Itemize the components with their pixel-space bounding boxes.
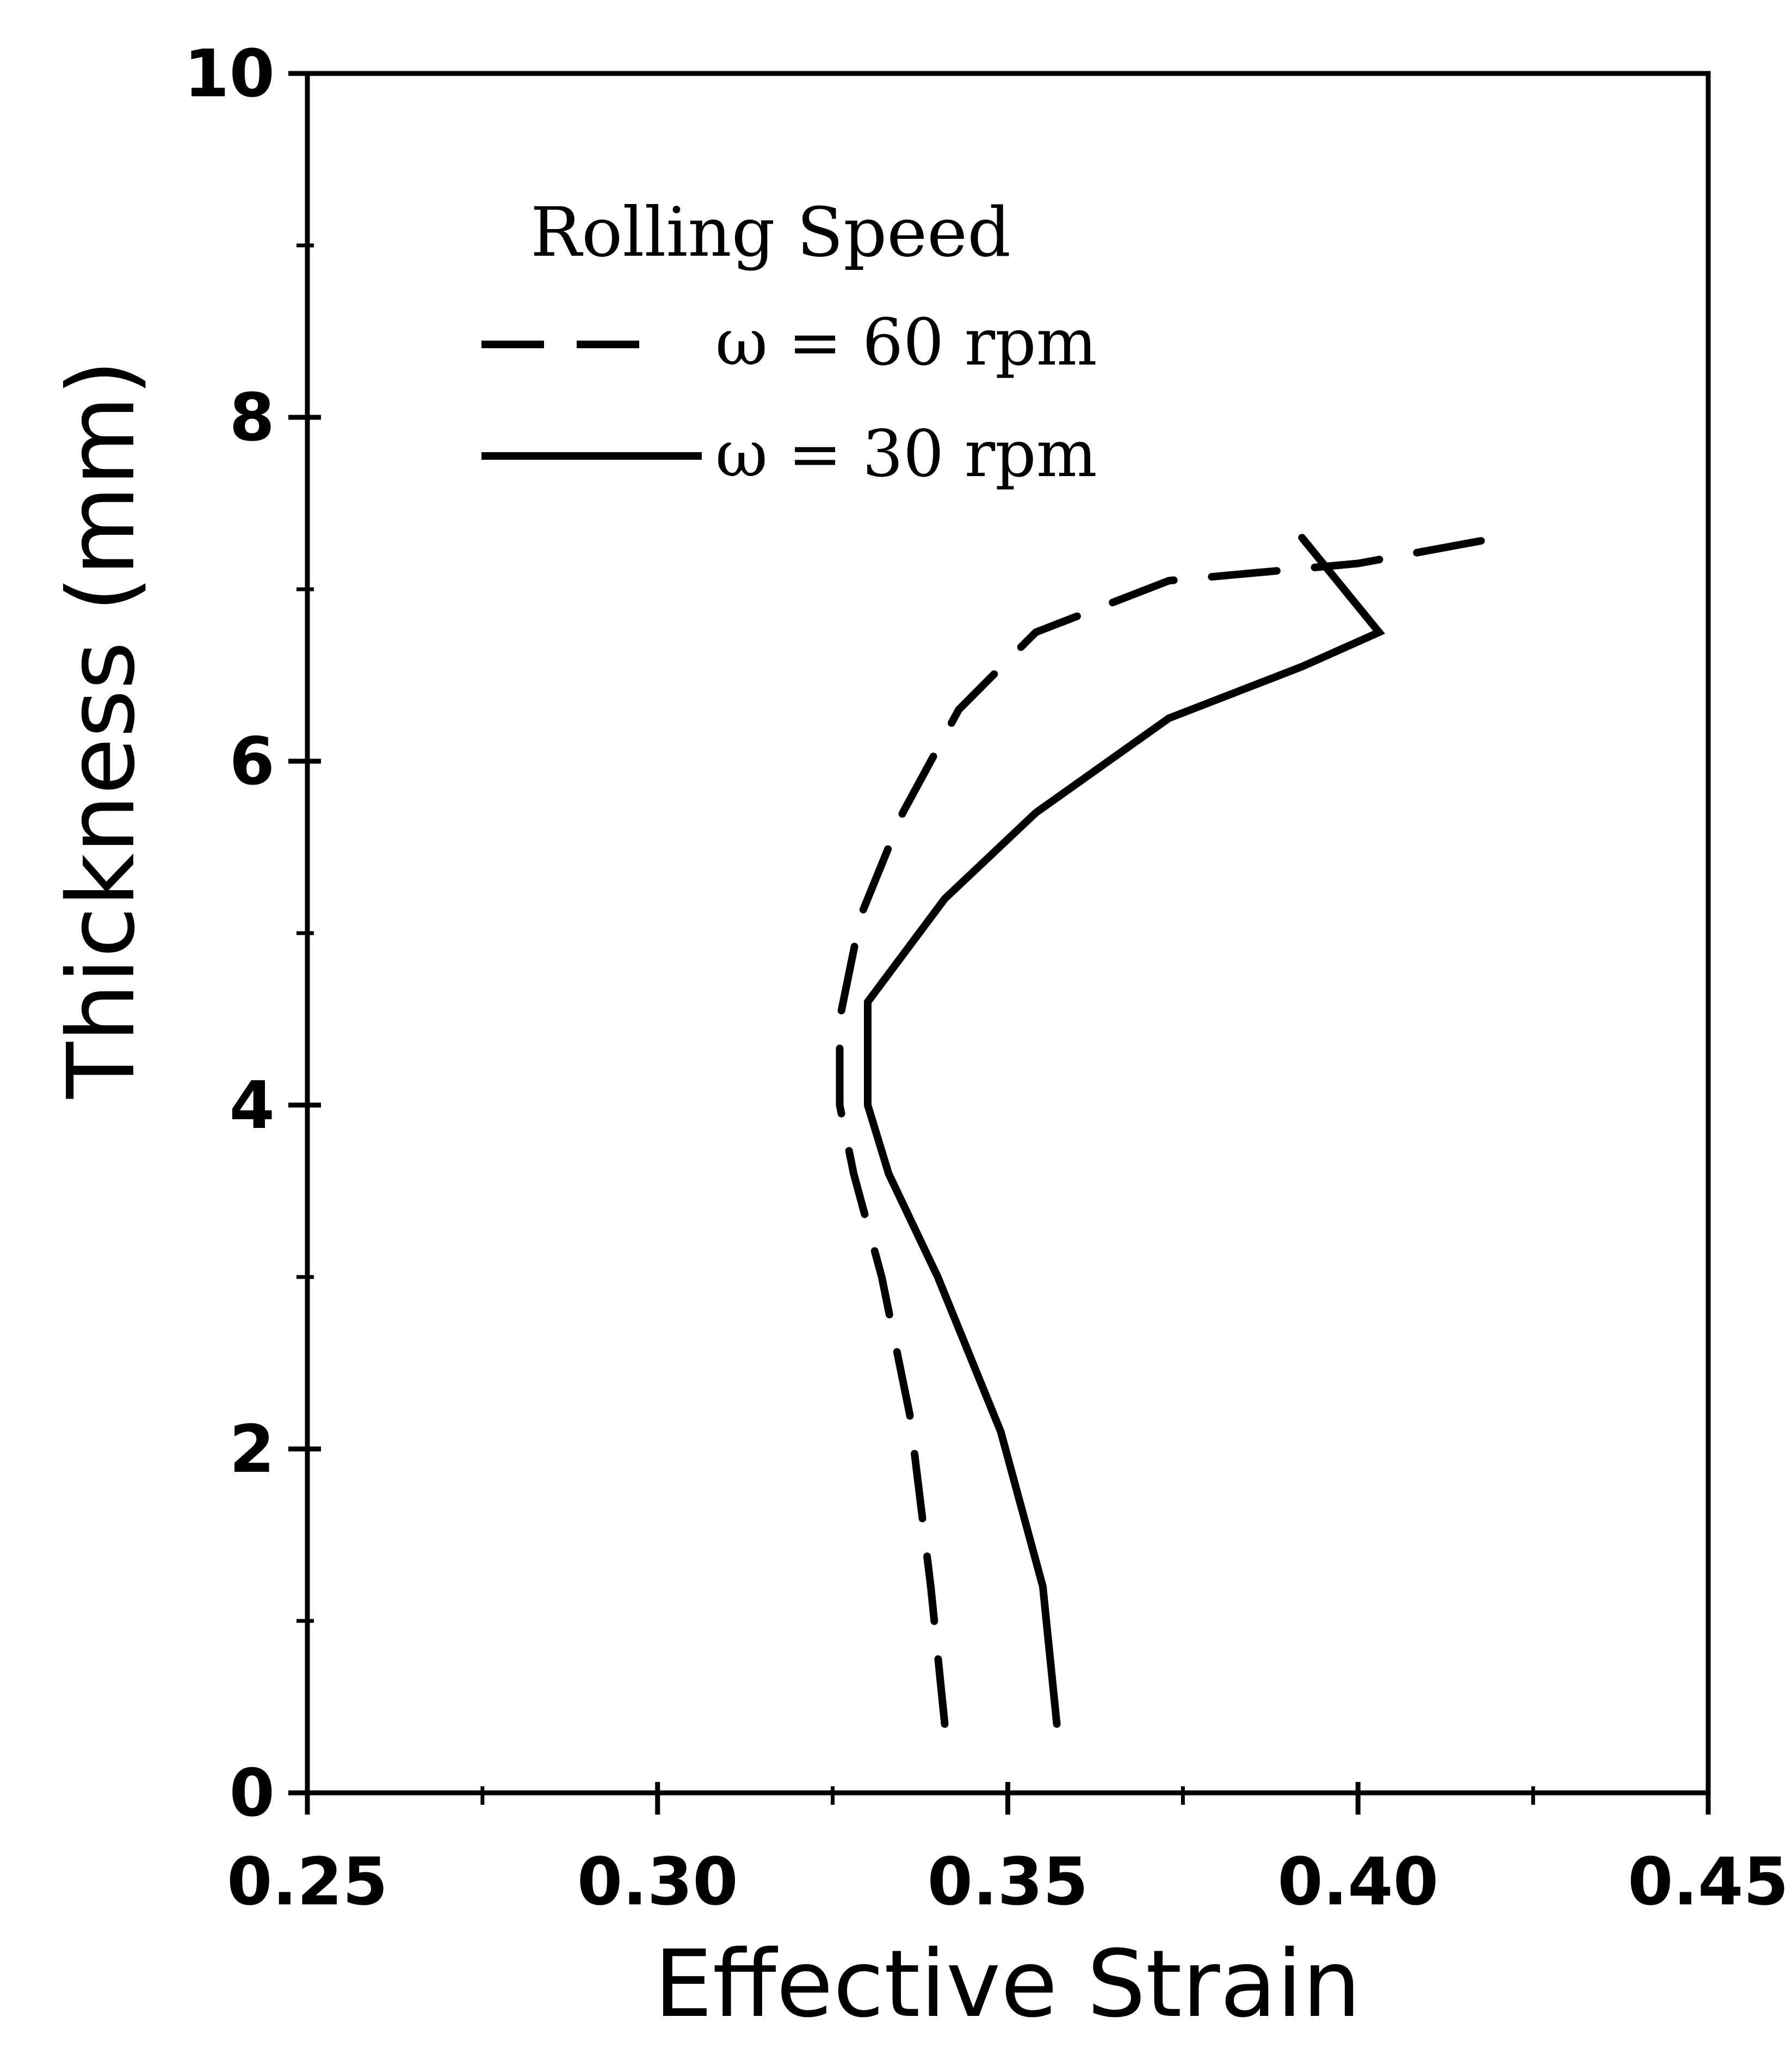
legend-title: Rolling Speed <box>530 193 1011 272</box>
y-tick-label: 8 <box>230 380 275 456</box>
x-axis-tick-labels: 0.25 0.30 0.35 0.40 0.45 <box>227 1845 1789 1920</box>
legend-label-60rpm: ω = 60 rpm <box>715 305 1097 380</box>
y-tick-label: 6 <box>230 724 275 800</box>
x-tick-label: 0.40 <box>1277 1845 1438 1920</box>
x-axis-title: Effective Strain <box>654 1930 1361 2038</box>
series-line-30rpm <box>864 534 1386 1728</box>
y-axis-title: Thickness (mm) <box>48 360 156 1099</box>
x-tick-label: 0.35 <box>927 1845 1088 1920</box>
legend-label-30rpm: ω = 30 rpm <box>715 416 1097 491</box>
x-tick-label: 0.45 <box>1628 1845 1789 1920</box>
x-tick-label: 0.25 <box>227 1845 388 1920</box>
y-tick-label: 2 <box>230 1412 275 1488</box>
y-axis-tick-labels: 0 2 4 6 8 10 <box>184 36 275 1831</box>
y-tick-label: 10 <box>184 36 275 112</box>
y-tick-label: 0 <box>230 1756 275 1831</box>
x-axis-ticks <box>305 1782 1711 1815</box>
legend: Rolling Speed ω = 60 rpm ω = 30 rpm <box>481 193 1097 491</box>
y-tick-label: 4 <box>230 1068 275 1144</box>
series-line-60rpm <box>836 534 1502 1728</box>
series-layer <box>836 534 1502 1728</box>
y-axis-ticks <box>288 71 321 1796</box>
x-tick-label: 0.30 <box>577 1845 738 1920</box>
